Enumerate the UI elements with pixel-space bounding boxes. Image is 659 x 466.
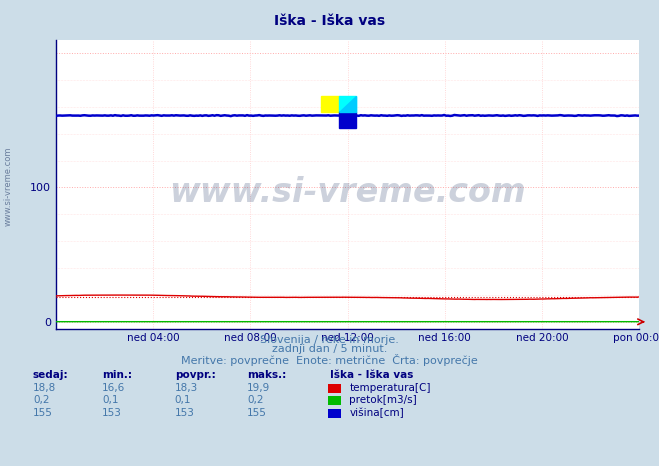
Text: 16,6: 16,6 xyxy=(102,383,125,393)
Text: 0,1: 0,1 xyxy=(175,395,191,405)
Text: 18,3: 18,3 xyxy=(175,383,198,393)
Text: Meritve: povprečne  Enote: metrične  Črta: povprečje: Meritve: povprečne Enote: metrične Črta:… xyxy=(181,354,478,366)
Polygon shape xyxy=(339,96,357,112)
Bar xyxy=(339,112,357,128)
Text: 155: 155 xyxy=(33,408,53,418)
Text: 18,8: 18,8 xyxy=(33,383,56,393)
Text: 0,1: 0,1 xyxy=(102,395,119,405)
Text: zadnji dan / 5 minut.: zadnji dan / 5 minut. xyxy=(272,344,387,355)
Text: Iška - Iška vas: Iška - Iška vas xyxy=(274,14,385,28)
Text: povpr.:: povpr.: xyxy=(175,370,215,380)
Text: www.si-vreme.com: www.si-vreme.com xyxy=(169,176,526,209)
Text: min.:: min.: xyxy=(102,370,132,380)
Bar xyxy=(322,96,339,112)
Text: maks.:: maks.: xyxy=(247,370,287,380)
Text: sedaj:: sedaj: xyxy=(33,370,69,380)
Text: 153: 153 xyxy=(175,408,194,418)
Text: Iška - Iška vas: Iška - Iška vas xyxy=(330,370,413,380)
Text: 153: 153 xyxy=(102,408,122,418)
Text: pretok[m3/s]: pretok[m3/s] xyxy=(349,395,417,405)
Text: višina[cm]: višina[cm] xyxy=(349,408,404,418)
Text: Slovenija / reke in morje.: Slovenija / reke in morje. xyxy=(260,335,399,345)
Text: 19,9: 19,9 xyxy=(247,383,270,393)
Text: 0,2: 0,2 xyxy=(247,395,264,405)
Bar xyxy=(339,96,357,112)
Text: www.si-vreme.com: www.si-vreme.com xyxy=(3,147,13,226)
Text: temperatura[C]: temperatura[C] xyxy=(349,383,431,393)
Text: 0,2: 0,2 xyxy=(33,395,49,405)
Text: 155: 155 xyxy=(247,408,267,418)
